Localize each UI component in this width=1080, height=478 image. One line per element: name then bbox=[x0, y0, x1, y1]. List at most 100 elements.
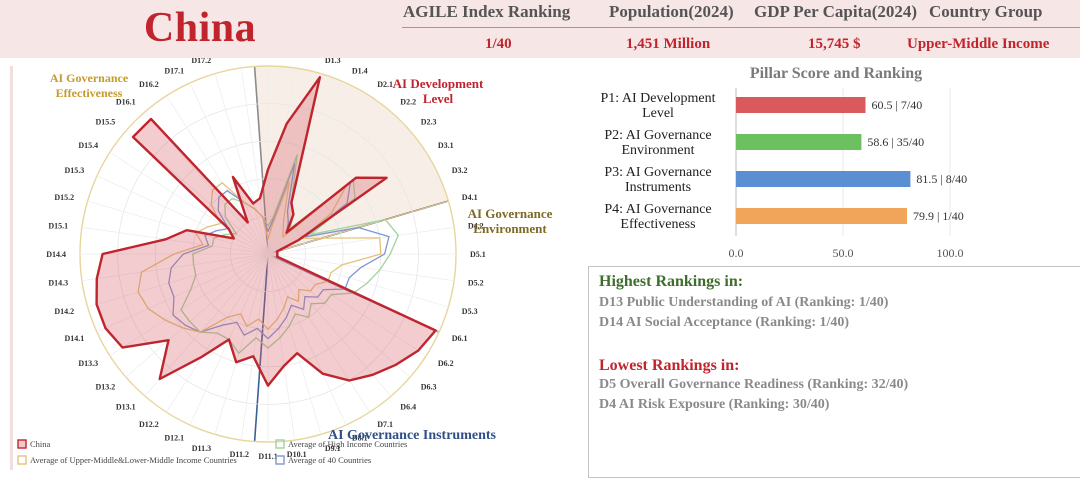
radar-axis-label: D14.1 bbox=[65, 334, 85, 343]
bar-tick-label: 0.0 bbox=[729, 246, 744, 260]
radar-spoke bbox=[87, 200, 269, 255]
radar-spoke bbox=[267, 253, 296, 441]
radar-axis-label: D15.2 bbox=[54, 193, 74, 202]
radar-spoke bbox=[267, 82, 347, 255]
header-label-population: Population(2024) bbox=[609, 2, 734, 21]
radar-axis-label: D17.2 bbox=[191, 58, 211, 65]
radar-spoke bbox=[87, 253, 269, 308]
radar-spoke bbox=[189, 82, 269, 255]
bar-value-label: 58.6 | 35/40 bbox=[867, 135, 924, 149]
radar-axis-label: D5.1 bbox=[470, 250, 486, 259]
radar-series-average bbox=[137, 181, 382, 333]
radar-spoke bbox=[214, 73, 269, 255]
radar-axis-label: D9.1 bbox=[325, 444, 341, 453]
pillar-sector bbox=[254, 66, 449, 254]
radar-spoke bbox=[267, 95, 370, 255]
radar-spoke bbox=[267, 253, 322, 435]
radar-spoke bbox=[267, 253, 411, 378]
radar-axis-label: D11.1 bbox=[258, 452, 277, 461]
pillar-bar-chart: Pillar Score and Ranking 60.5 | 7/40 58.6… bbox=[600, 65, 967, 260]
bar bbox=[736, 97, 866, 113]
radar-spoke bbox=[267, 253, 392, 397]
radar-spoke bbox=[125, 253, 269, 378]
header-value-group: Upper-Middle Income bbox=[907, 36, 1050, 52]
radar-axis-label: D6.4 bbox=[400, 403, 416, 412]
radar-axis-label: D13.1 bbox=[116, 403, 136, 412]
bar-category-label: P1: AI Development Level bbox=[600, 91, 715, 121]
radar-spoke bbox=[109, 152, 269, 255]
radar-axis-label: D4.1 bbox=[462, 193, 478, 202]
bar-value-label: 79.9 | 1/40 bbox=[913, 209, 964, 223]
radar-axis-label: D11.3 bbox=[192, 444, 211, 453]
radar-spoke bbox=[267, 67, 296, 255]
country-title: China bbox=[143, 5, 257, 51]
header-value-population: 1,451 Million bbox=[626, 36, 711, 52]
radar-spoke bbox=[81, 253, 269, 282]
radar-spoke bbox=[96, 175, 269, 255]
legend-swatch bbox=[275, 455, 285, 465]
radar-axis-label: D1.2 bbox=[289, 58, 305, 59]
header-label-gdp: GDP Per Capita(2024) bbox=[754, 2, 918, 21]
radar-pillar-label: AI Governance Instruments bbox=[328, 428, 497, 443]
radar-axis-label: D11.2 bbox=[230, 450, 249, 459]
legend-swatch bbox=[17, 439, 27, 449]
radar-spoke bbox=[144, 253, 269, 397]
bar-category-label: P4: AI Governance Effectiveness bbox=[604, 202, 711, 232]
radar-axis-label: D10.1 bbox=[287, 450, 307, 459]
radar-axis-label: D5.3 bbox=[462, 307, 478, 316]
radar-axis-label: D12.2 bbox=[139, 420, 159, 429]
radar-axis-label: D16.2 bbox=[139, 80, 159, 89]
radar-axis-label: D1.4 bbox=[352, 66, 368, 75]
radar-axis-label: D8.1 bbox=[352, 434, 368, 443]
radar-spoke bbox=[96, 253, 269, 333]
radar-spoke bbox=[267, 253, 347, 426]
radar-axis-label: D15.4 bbox=[78, 141, 98, 150]
radar-axis-label: D14.3 bbox=[48, 279, 68, 288]
radar-axis-label: D4.2 bbox=[468, 221, 484, 230]
highest-ranking-item: D13 Public Understanding of AI (Ranking:… bbox=[599, 295, 889, 310]
radar-axis-label: D13.2 bbox=[96, 382, 116, 391]
lowest-ranking-item: D4 AI Risk Exposure (Ranking: 30/40) bbox=[599, 397, 830, 412]
lowest-ranking-item: D5 Overall Governance Readiness (Ranking… bbox=[599, 377, 909, 392]
radar-axis-label: D14.4 bbox=[46, 250, 66, 259]
radar-spoke bbox=[267, 253, 370, 413]
lowest-rankings-title: Lowest Rankings in: bbox=[599, 357, 740, 374]
radar-axis-label: D17.1 bbox=[164, 66, 184, 75]
bar-value-label: 81.5 | 8/40 bbox=[916, 172, 967, 186]
radar-spoke bbox=[166, 95, 269, 255]
radar-axis-label: D15.5 bbox=[96, 118, 116, 127]
radar-axis-label: D7.1 bbox=[377, 420, 393, 429]
radar-axis-label: D13.3 bbox=[78, 359, 98, 368]
bar-category-label: P3: AI Governance Instruments bbox=[604, 165, 711, 195]
radar-axis-label: D3.2 bbox=[452, 166, 468, 175]
bar-tick-label: 100.0 bbox=[937, 246, 964, 260]
radar-pillar-label: AI Governance Effectiveness bbox=[50, 71, 129, 100]
left-accent-line bbox=[10, 66, 13, 470]
bar-chart-title: Pillar Score and Ranking bbox=[750, 65, 922, 82]
highest-rankings-title: Highest Rankings in: bbox=[599, 273, 744, 290]
radar-axis-label: D17.3 bbox=[229, 58, 249, 59]
radar-spoke bbox=[267, 253, 427, 356]
bar bbox=[736, 171, 911, 187]
bar-tick-label: 50.0 bbox=[833, 246, 854, 260]
radar-axis-label: D14.2 bbox=[54, 307, 74, 316]
radar-series-china bbox=[95, 76, 437, 387]
radar-axis-label: D6.2 bbox=[438, 359, 454, 368]
radar-axis-label: D15.3 bbox=[65, 166, 85, 175]
highest-ranking-item: D14 AI Social Acceptance (Ranking: 1/40) bbox=[599, 315, 850, 330]
radar-axis-label: D16.1 bbox=[116, 97, 136, 106]
header-label-ranking: AGILE Index Ranking bbox=[403, 2, 571, 21]
radar-axis-label: D6.1 bbox=[452, 334, 468, 343]
radar-axis-label: D3.1 bbox=[438, 141, 454, 150]
radar-pillar-label: AI Development Level bbox=[393, 76, 484, 106]
radar-spoke bbox=[81, 226, 269, 255]
radar-spoke bbox=[214, 253, 269, 435]
radar-pillar-label: AI Governance Environment bbox=[468, 206, 553, 236]
radar-axis-label: D2.3 bbox=[421, 118, 437, 127]
radar-axis-label: D15.1 bbox=[48, 221, 68, 230]
radar-axis-label: D5.2 bbox=[468, 279, 484, 288]
radar-spoke bbox=[109, 253, 269, 356]
radar-chart: D1.1D1.2D1.3D1.4D2.1D2.2D2.3D3.1D3.2D4.1… bbox=[17, 58, 553, 465]
radar-axis-label: D2.1 bbox=[377, 80, 393, 89]
radar-spoke bbox=[267, 253, 449, 308]
